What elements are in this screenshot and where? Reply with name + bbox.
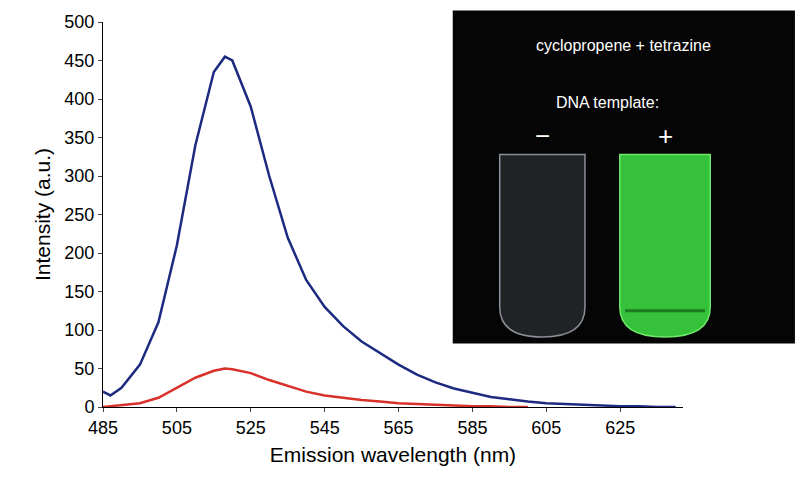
svg-text:450: 450 <box>64 51 94 71</box>
svg-text:505: 505 <box>162 418 192 438</box>
svg-text:Intensity (a.u.): Intensity (a.u.) <box>31 148 54 281</box>
svg-text:350: 350 <box>64 128 94 148</box>
svg-text:200: 200 <box>64 243 94 263</box>
svg-text:565: 565 <box>384 418 414 438</box>
svg-text:545: 545 <box>310 418 340 438</box>
svg-text:500: 500 <box>64 12 94 32</box>
svg-text:605: 605 <box>531 418 561 438</box>
svg-text:+: + <box>658 121 673 151</box>
svg-text:cyclopropene + tetrazine: cyclopropene + tetrazine <box>536 37 711 54</box>
svg-text:−: − <box>535 121 550 151</box>
svg-text:50: 50 <box>74 359 94 379</box>
svg-text:100: 100 <box>64 320 94 340</box>
svg-text:585: 585 <box>457 418 487 438</box>
svg-text:525: 525 <box>236 418 266 438</box>
svg-text:250: 250 <box>64 205 94 225</box>
svg-text:300: 300 <box>64 166 94 186</box>
svg-text:485: 485 <box>88 418 118 438</box>
svg-text:400: 400 <box>64 89 94 109</box>
svg-text:DNA template:: DNA template: <box>556 94 659 111</box>
svg-text:150: 150 <box>64 282 94 302</box>
svg-text:625: 625 <box>605 418 635 438</box>
svg-text:Emission wavelength (nm): Emission wavelength (nm) <box>270 443 516 466</box>
svg-text:0: 0 <box>84 397 94 417</box>
